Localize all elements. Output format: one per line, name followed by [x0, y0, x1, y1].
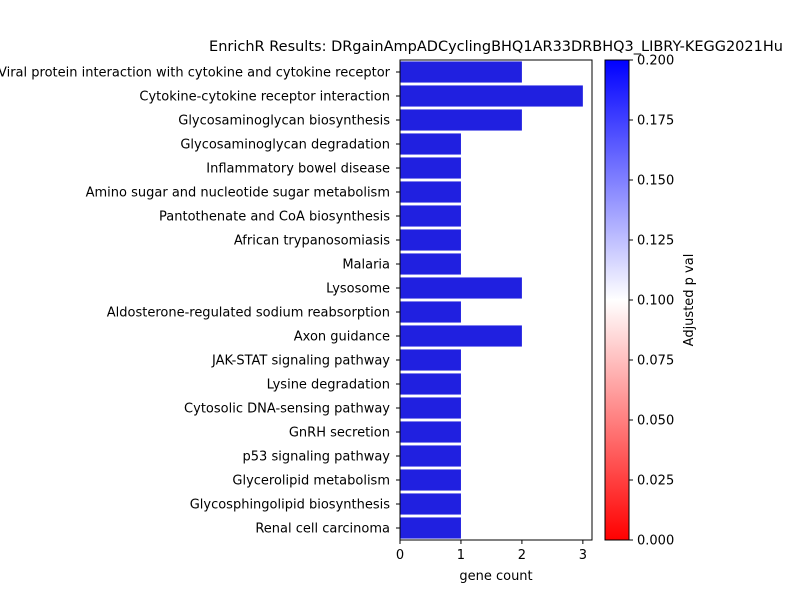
colorbar-tick-label: 0.100	[637, 294, 674, 309]
bar	[400, 493, 461, 515]
bar	[400, 205, 461, 227]
colorbar-tick-label: 0.050	[637, 414, 674, 429]
bar-group	[400, 61, 583, 539]
category-labels: Viral protein interaction with cytokine …	[0, 66, 400, 537]
bar	[400, 277, 522, 299]
bar	[400, 301, 461, 323]
category-label: Renal cell carcinoma	[255, 522, 390, 537]
chart-title: EnrichR Results: DRgainAmpADCyclingBHQ1A…	[209, 39, 783, 55]
bar	[400, 157, 461, 179]
bar	[400, 421, 461, 443]
x-tick-label: 1	[457, 548, 465, 563]
bar	[400, 445, 461, 467]
colorbar-ticks: 0.000 0.025 0.050 0.075 0.100 0.125 0.150 0.175…	[629, 54, 674, 549]
category-label: Viral protein interaction with cytokine …	[0, 66, 391, 81]
colorbar-tick-label: 0.125	[637, 234, 674, 249]
bar	[400, 109, 522, 131]
category-label: African trypanosomiasis	[234, 234, 390, 249]
x-axis-label: gene count	[459, 569, 532, 584]
bar	[400, 349, 461, 371]
bar	[400, 325, 522, 347]
bar	[400, 181, 461, 203]
colorbar-tick-label: 0.075	[637, 354, 674, 369]
colorbar-tick-label: 0.200	[637, 54, 674, 69]
category-label: p53 signaling pathway	[243, 450, 391, 465]
colorbar-tick-label: 0.000	[637, 534, 674, 549]
category-label: GnRH secretion	[289, 426, 390, 441]
bar	[400, 373, 461, 395]
colorbar-label: Adjusted p val	[682, 254, 697, 347]
category-label: Axon guidance	[294, 330, 390, 345]
bar	[400, 229, 461, 251]
category-label: Aldosterone-regulated sodium reabsorptio…	[107, 306, 390, 321]
x-tick-label: 2	[518, 548, 526, 563]
category-label: Amino sugar and nucleotide sugar metabol…	[86, 186, 390, 201]
colorbar-tick-label: 0.025	[637, 474, 674, 489]
bar	[400, 85, 583, 107]
category-label: Pantothenate and CoA biosynthesis	[159, 210, 390, 225]
colorbar-tick-label: 0.175	[637, 114, 674, 129]
category-label: Glycosphingolipid biosynthesis	[190, 498, 391, 513]
x-tick-label: 0	[396, 548, 404, 563]
bar	[400, 397, 461, 419]
bar	[400, 253, 461, 275]
category-label: Glycerolipid metabolism	[232, 474, 390, 489]
category-label: Lysine degradation	[267, 378, 390, 393]
colorbar-tick-label: 0.150	[637, 174, 674, 189]
category-label: Cytokine-cytokine receptor interaction	[139, 90, 390, 105]
category-label: Inflammatory bowel disease	[206, 162, 390, 177]
category-label: Cytosolic DNA-sensing pathway	[184, 402, 390, 417]
category-label: Glycosaminoglycan degradation	[180, 138, 390, 153]
bar	[400, 133, 461, 155]
colorbar	[604, 59, 630, 541]
plot-frame	[399, 59, 593, 541]
bar	[400, 469, 461, 491]
bar	[400, 61, 522, 83]
x-axis: 0 1 2 3	[396, 540, 587, 563]
category-label: Malaria	[342, 258, 390, 273]
category-label: JAK-STAT signaling pathway	[211, 354, 390, 369]
category-label: Lysosome	[326, 282, 390, 297]
category-label: Glycosaminoglycan biosynthesis	[178, 114, 390, 129]
bar	[400, 517, 461, 539]
x-tick-label: 3	[579, 548, 587, 563]
